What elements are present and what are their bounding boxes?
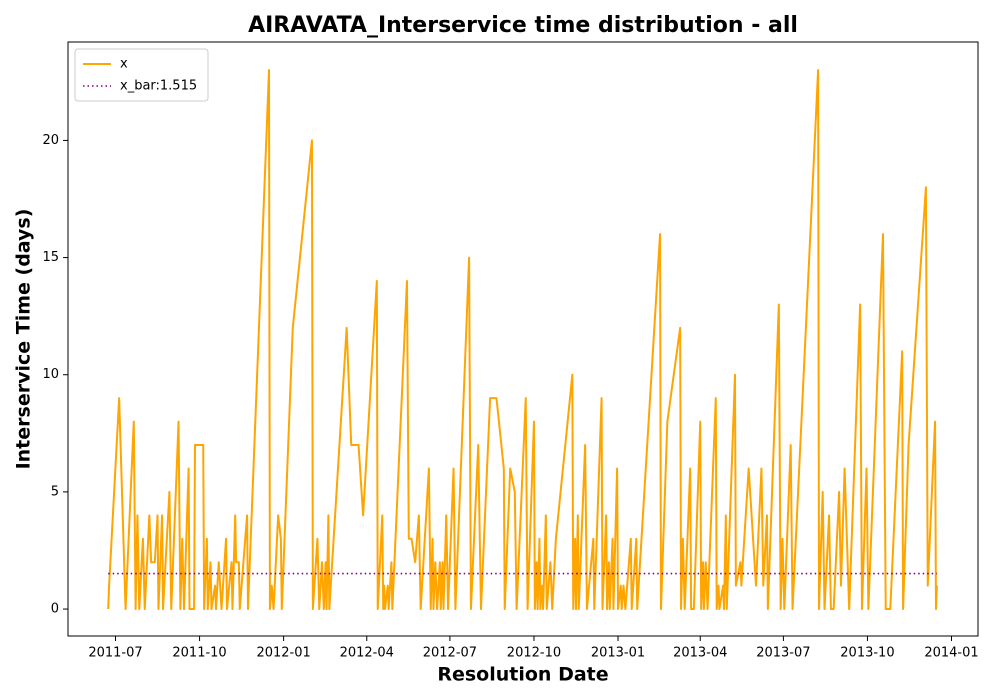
y-tick-label: 10	[42, 367, 59, 382]
legend-label: x_bar:1.515	[120, 79, 197, 94]
x-tick-label: 2013-07	[756, 646, 810, 661]
x-tick-label: 2013-01	[591, 646, 645, 661]
y-tick-label: 0	[51, 602, 59, 617]
x-tick-label: 2012-07	[423, 646, 477, 661]
chart-title: AIRAVATA_Interservice time distribution …	[248, 13, 798, 38]
y-axis-title: Interservice Time (days)	[13, 209, 35, 470]
data-line	[107, 69, 938, 611]
x-tick-label: 2013-04	[673, 646, 727, 661]
x-tick-label: 2013-10	[840, 646, 894, 661]
x-tick-label: 2011-10	[172, 646, 226, 661]
x-tick-label: 2012-10	[507, 646, 561, 661]
x-tick-label: 2011-07	[88, 646, 142, 661]
x-tick-label: 2014-01	[924, 646, 978, 661]
x-tick-label: 2012-04	[340, 646, 394, 661]
legend-box	[74, 48, 209, 102]
plot-frame	[67, 41, 979, 637]
y-tick-label: 15	[42, 250, 59, 265]
y-tick-label: 20	[42, 133, 59, 148]
y-tick-label: 5	[51, 484, 59, 499]
legend-label: x	[120, 57, 128, 72]
x-tick-label: 2012-01	[256, 646, 310, 661]
x-axis-title: Resolution Date	[437, 664, 608, 686]
